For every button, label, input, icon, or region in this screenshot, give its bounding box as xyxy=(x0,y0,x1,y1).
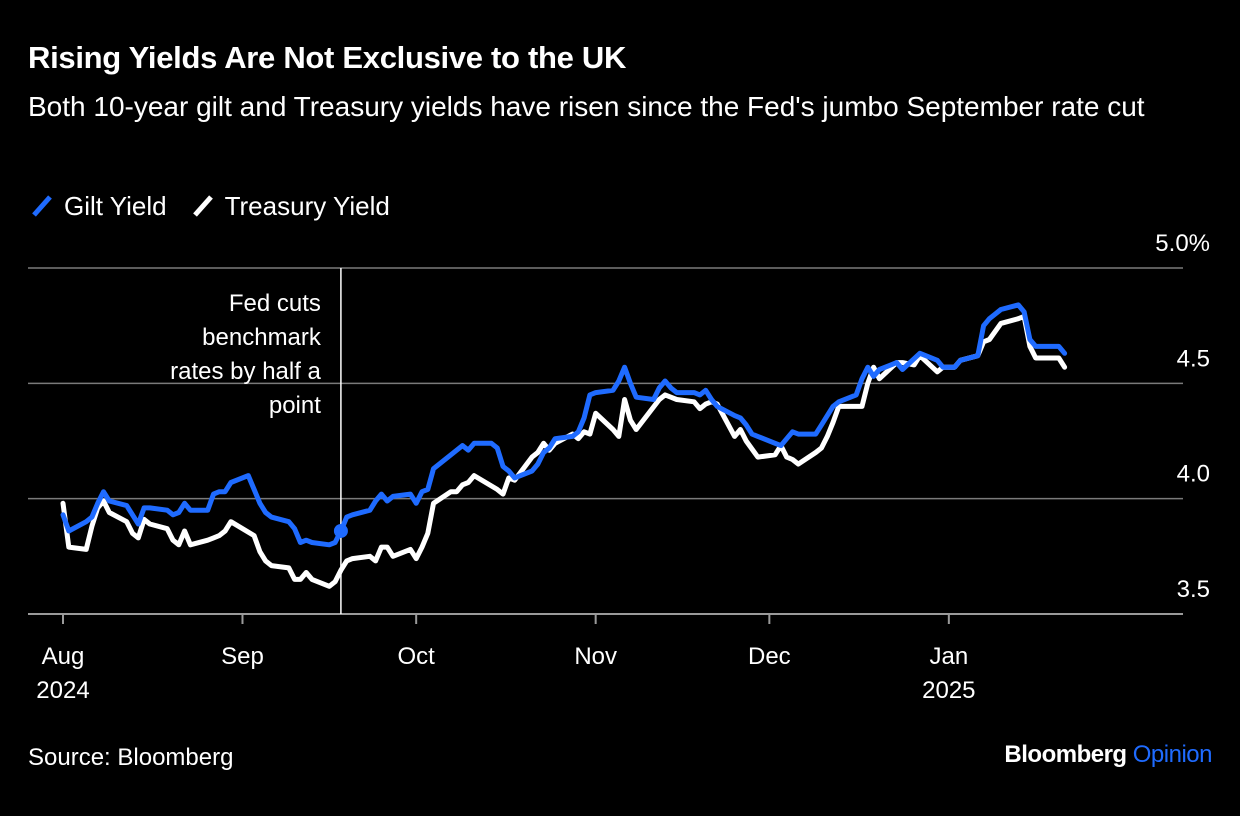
x-tick-label: Aug xyxy=(42,643,85,670)
annotation-text: rates by half a xyxy=(170,358,321,385)
chart-subtitle: Both 10-year gilt and Treasury yields ha… xyxy=(28,91,1145,122)
y-tick-label: 4.0 xyxy=(1177,461,1210,488)
series-line-gilt xyxy=(60,302,1068,548)
legend: Gilt Yield Treasury Yield xyxy=(28,190,412,222)
legend-swatch-treasury xyxy=(192,195,213,217)
legend-label-gilt: Gilt Yield xyxy=(64,190,167,221)
x-tick-label: Nov xyxy=(574,643,617,670)
brand-logo: Bloomberg Opinion xyxy=(1004,741,1212,769)
x-tick-label: Jan xyxy=(929,643,968,670)
brand-suffix: Opinion xyxy=(1132,741,1213,768)
x-tick-label: Sep xyxy=(221,643,264,670)
legend-swatch-gilt xyxy=(32,195,52,217)
legend-label-treasury: Treasury Yield xyxy=(224,190,390,221)
brand-name: Bloomberg xyxy=(1004,741,1127,768)
x-tick-sublabel: 2024 xyxy=(36,677,89,704)
annotation-text: Fed cuts xyxy=(229,290,321,317)
x-tick-label: Dec xyxy=(748,643,791,670)
y-tick-label: 3.5 xyxy=(1177,576,1210,603)
y-tick-label: 4.5 xyxy=(1177,345,1210,372)
x-tick-sublabel: 2025 xyxy=(922,677,975,704)
annotation-text: point xyxy=(269,392,321,419)
annotation-text: benchmark xyxy=(202,324,322,351)
y-tick-label: 5.0% xyxy=(1155,230,1210,257)
source-note: Source: Bloomberg xyxy=(28,744,234,771)
legend-item-gilt: Gilt Yield xyxy=(28,191,167,222)
legend-item-treasury: Treasury Yield xyxy=(189,191,390,222)
x-tick-label: Oct xyxy=(398,643,436,670)
annotation-marker xyxy=(333,523,348,538)
chart-title: Rising Yields Are Not Exclusive to the U… xyxy=(28,40,627,75)
